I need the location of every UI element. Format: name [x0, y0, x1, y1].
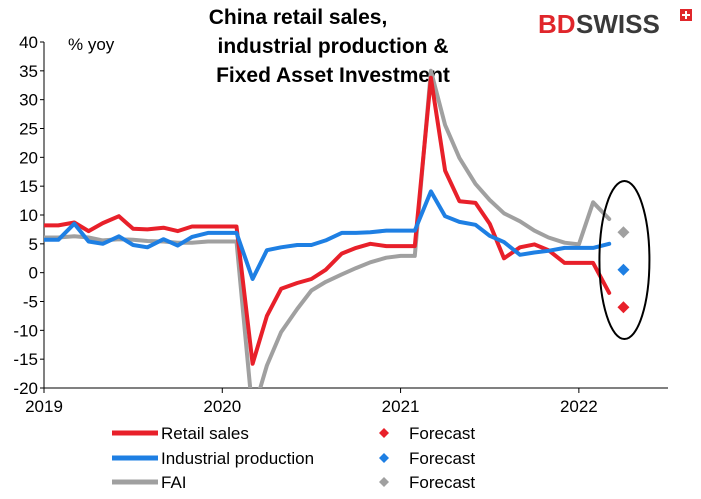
title-line: Fixed Asset Investment — [216, 64, 450, 87]
chart-title: China retail sales, industrial production… — [209, 6, 450, 87]
y-tick-label: 10 — [19, 206, 38, 225]
forecast-point-industrial-production — [617, 263, 630, 276]
logo-cross-icon — [682, 11, 690, 19]
forecast-markers — [617, 226, 630, 314]
x-tick-label: 2020 — [203, 397, 241, 416]
legend-forecast-marker — [379, 453, 389, 463]
logo-text-left: BD — [538, 9, 576, 39]
logo-graphic: BD SWISS — [538, 9, 692, 39]
series-line-fai — [44, 68, 612, 388]
forecast-point-retail-sales — [617, 301, 630, 314]
series-lines — [44, 68, 612, 388]
series-line-retail-sales — [44, 75, 612, 366]
legend-label-industrial-production: Industrial production — [161, 449, 314, 468]
legend-forecast-label: Forecast — [409, 449, 475, 468]
title-line: industrial production & — [218, 35, 449, 58]
y-tick-label: 35 — [19, 62, 38, 81]
legend-forecast-marker — [379, 428, 389, 438]
legend-forecast-marker — [379, 477, 389, 487]
legend-label-fai: FAI — [161, 473, 187, 492]
x-tick-label: 2019 — [25, 397, 63, 416]
logo: BD SWISS — [538, 6, 698, 40]
y-tick-label: -15 — [13, 350, 38, 369]
y-tick-label: 5 — [29, 235, 38, 254]
unit-label: % yoy — [68, 35, 115, 54]
title-line: China retail sales, — [209, 6, 388, 29]
logo-text-right: SWISS — [576, 9, 660, 39]
y-tick-label: 40 — [19, 33, 38, 52]
y-tick-label: 25 — [19, 120, 38, 139]
y-tick-label: 0 — [29, 264, 38, 283]
legend: Retail sales Forecast Industrial productio… — [112, 424, 475, 492]
legend-label-retail-sales: Retail sales — [161, 424, 249, 443]
annotations — [598, 180, 651, 340]
legend-forecast-label: Forecast — [409, 424, 475, 443]
x-tick-label: 2021 — [382, 397, 420, 416]
y-tick-label: 20 — [19, 148, 38, 167]
forecast-point-fai — [617, 226, 630, 239]
forecast-ellipse — [598, 180, 651, 340]
series-line-industrial-production — [44, 189, 612, 281]
y-tick-label: 30 — [19, 91, 38, 110]
y-tick-label: -10 — [13, 321, 38, 340]
y-tick-label: 15 — [19, 177, 38, 196]
x-tick-label: 2022 — [560, 397, 598, 416]
y-tick-label: -20 — [13, 379, 38, 398]
y-tick-label: -5 — [23, 293, 38, 312]
legend-forecast-label: Forecast — [409, 473, 475, 492]
